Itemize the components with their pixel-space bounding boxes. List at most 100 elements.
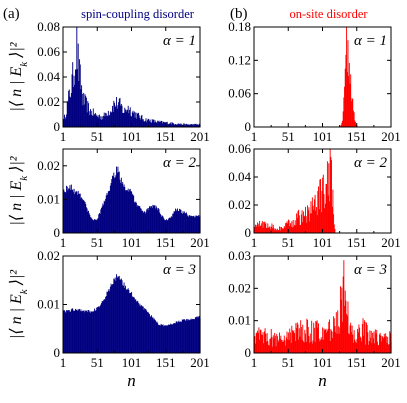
y-tick-label: 0	[54, 119, 61, 134]
bar-b2	[331, 206, 333, 233]
bar-a1	[140, 115, 142, 127]
bar-b2	[269, 226, 271, 233]
bar-a1	[136, 112, 138, 127]
bar-b3	[326, 332, 328, 353]
bar-b3	[296, 322, 298, 353]
bar-a3	[140, 305, 142, 353]
bar-b3	[351, 325, 353, 353]
bar-b3	[322, 339, 324, 353]
bar-a3	[114, 279, 115, 353]
bar-a3	[80, 309, 82, 353]
bar-b3	[267, 341, 269, 353]
bar-a2	[154, 204, 156, 233]
bar-a2	[79, 193, 81, 233]
bar-a1	[119, 97, 121, 127]
bar-a1	[195, 123, 197, 127]
bar-a2	[135, 202, 137, 233]
bar-a2	[131, 191, 133, 233]
bar-a1	[151, 119, 153, 127]
bar-a2	[182, 211, 184, 233]
bar-a1	[145, 118, 147, 127]
bar-a2	[190, 215, 192, 233]
bar-a3	[140, 306, 141, 353]
bar-a3	[143, 309, 145, 353]
bar-a2	[153, 205, 155, 233]
bar-a1	[114, 105, 116, 127]
bar-a3	[95, 310, 97, 353]
bar-b1	[350, 101, 352, 127]
bar-a1	[92, 108, 94, 127]
bar-b2	[270, 229, 272, 233]
bar-a1	[94, 113, 96, 127]
bar-b3	[281, 340, 282, 353]
bar-a1	[190, 124, 191, 127]
bar-a2	[99, 214, 101, 233]
bar-b3	[324, 330, 326, 353]
bar-a2	[81, 197, 83, 233]
x-tick-label: 1	[60, 355, 67, 370]
bar-a1	[81, 85, 83, 127]
bar-b2	[276, 228, 278, 233]
bar-b3	[257, 332, 259, 353]
bar-a2	[130, 191, 132, 233]
bar-a3	[98, 307, 100, 353]
bar-a2	[135, 201, 137, 233]
bar-a2	[82, 200, 84, 233]
bar-a1	[196, 124, 198, 127]
bar-a1	[178, 124, 180, 127]
bar-a1	[75, 69, 77, 127]
bar-a1	[107, 115, 109, 127]
bar-b2	[311, 197, 313, 233]
bar-b2	[296, 217, 298, 233]
bar-a1	[110, 112, 112, 127]
bar-b3	[368, 344, 369, 353]
bar-b2	[255, 226, 257, 233]
bar-a1	[124, 107, 126, 127]
bar-b2	[334, 228, 336, 233]
bar-b3	[283, 335, 285, 353]
bar-b2	[328, 163, 330, 233]
bar-b2	[299, 225, 301, 233]
bar-b3	[269, 338, 271, 353]
bar-a3	[115, 280, 117, 353]
bar-b3	[387, 336, 389, 353]
bar-b2	[302, 211, 304, 233]
bar-a1	[100, 116, 102, 127]
bar-a2	[112, 176, 114, 233]
bar-a3	[133, 297, 135, 353]
bar-a3	[153, 318, 155, 353]
bar-a1	[85, 97, 87, 127]
bar-a3	[193, 319, 195, 353]
bar-a3	[148, 313, 150, 353]
bar-a2	[131, 193, 133, 233]
bar-a3	[77, 310, 78, 353]
bar-b3	[383, 338, 385, 353]
bar-a1	[122, 113, 124, 127]
alpha-annotation: α = 1	[354, 33, 387, 49]
bar-a2	[137, 204, 139, 233]
bar-b2	[263, 222, 265, 233]
bar-a1	[171, 122, 173, 127]
bar-b2	[292, 219, 294, 233]
bar-a3	[179, 321, 181, 353]
bar-a3	[129, 293, 131, 353]
bar-a1	[66, 114, 68, 127]
bar-a1	[66, 101, 68, 127]
bar-a2	[196, 215, 198, 233]
bar-a2	[124, 190, 126, 233]
bar-a3	[128, 289, 130, 353]
bar-b3	[276, 336, 278, 353]
y-tick-label: 0.02	[37, 158, 60, 173]
bar-b3	[254, 336, 256, 353]
bar-a3	[110, 283, 112, 353]
bar-b3	[300, 320, 302, 353]
bar-b3	[318, 323, 319, 353]
bar-a2	[118, 171, 120, 233]
bar-b3	[265, 341, 267, 353]
bar-a3	[179, 322, 181, 353]
column-title: on-site disorder	[289, 7, 368, 21]
bar-a3	[114, 277, 116, 353]
y-tick-label: 0.02	[37, 94, 60, 109]
bar-a1	[111, 105, 113, 127]
bar-b3	[320, 339, 322, 353]
